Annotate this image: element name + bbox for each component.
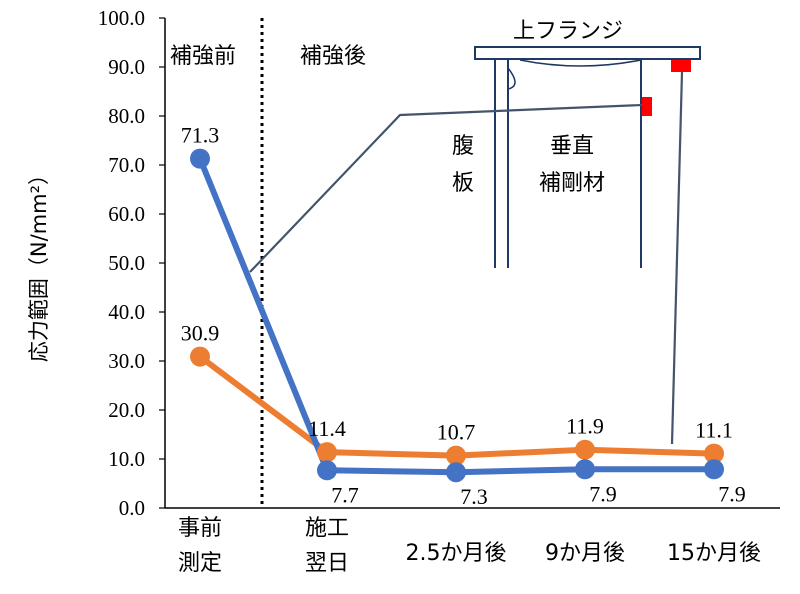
series-point-1 [317, 442, 337, 463]
y-tick-label: 90.0 [108, 55, 145, 79]
upper-flange [474, 46, 701, 60]
x-tick-label: 2.5か月後 [406, 541, 507, 566]
data-label-series-1: 11.9 [566, 414, 604, 439]
series-point-0 [190, 148, 210, 169]
series-point-0 [575, 459, 595, 480]
series-point-1 [575, 439, 595, 460]
series-group: 71.3 7.7 7.3 7.9 7.9 30.9 11.4 10.7 11.9 11.1 [181, 123, 746, 510]
series-point-0 [704, 459, 724, 480]
x-tick-label-line2: 測定 [178, 551, 222, 576]
series-point-0 [446, 462, 466, 483]
data-label-series-1: 11.4 [308, 416, 346, 441]
data-label-series-0: 7.3 [460, 484, 488, 509]
weld-fillet-curve [507, 67, 516, 90]
gauge-flange-marker [671, 60, 691, 72]
series-point-1 [704, 443, 724, 464]
y-tick-label: 40.0 [108, 300, 145, 324]
x-tick-label: 施工 [305, 516, 349, 541]
x-tick-label: 15か月後 [667, 541, 761, 566]
data-label-series-1: 10.7 [437, 420, 476, 445]
y-tick-label: 20.0 [108, 398, 145, 422]
y-tick-label: 10.0 [108, 447, 145, 471]
x-tick-label: 事前 [178, 516, 222, 541]
y-tick-label: 60.0 [108, 202, 145, 226]
y-tick-label: 80.0 [108, 104, 145, 128]
web-label-2: 板 [452, 171, 474, 196]
stiffener-label-2: 補剛材 [539, 171, 605, 196]
series-point-0 [317, 460, 337, 481]
y-tick-label: 0.0 [119, 496, 145, 520]
y-tick-labels: 0.0 10.0 20.0 30.0 40.0 50.0 60.0 70.0 80.0 90.0 1… [98, 6, 165, 520]
stiffener-label-1: 垂直 [550, 134, 594, 159]
leader-line-stiffener-gauge [249, 103, 643, 273]
data-label-series-0: 7.9 [718, 481, 746, 506]
region-label-after: 補強後 [300, 44, 366, 69]
y-tick-label: 70.0 [108, 153, 145, 177]
x-tick-label-line2: 翌日 [305, 551, 349, 576]
region-label-before: 補強前 [170, 44, 236, 69]
leader-line-flange-gauge [670, 71, 684, 445]
x-tick-label: 9か月後 [545, 541, 625, 566]
girder-inset-diagram: 上フランジ 腹 板 垂直 補剛材 [249, 19, 701, 445]
data-label-series-0: 71.3 [181, 123, 220, 148]
gauge-stiffener-marker [642, 97, 652, 116]
flange-weld-curve [519, 59, 642, 67]
y-tick-label: 30.0 [108, 349, 145, 373]
flange-label: 上フランジ [513, 19, 623, 44]
series-point-1 [446, 445, 466, 466]
y-axis-label: 応力範囲（N/mm²） [27, 164, 51, 362]
series-point-1 [190, 346, 210, 367]
y-tick-label: 50.0 [108, 251, 145, 275]
y-tick-label: 100.0 [98, 6, 145, 30]
data-label-series-0: 7.9 [589, 481, 617, 506]
data-label-series-1: 30.9 [181, 321, 220, 346]
web-label-1: 腹 [452, 134, 474, 159]
data-label-series-1: 11.1 [695, 418, 733, 443]
data-label-series-0: 7.7 [331, 482, 359, 507]
